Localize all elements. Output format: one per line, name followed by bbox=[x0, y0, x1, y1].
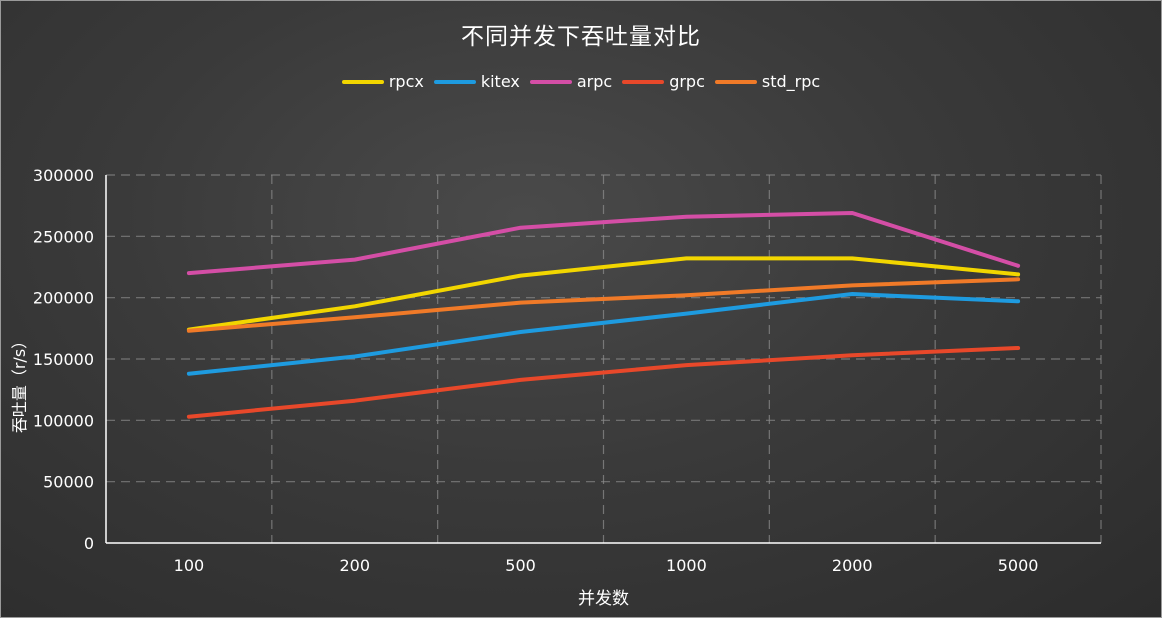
chart-frame: 不同并发下吞吐量对比 rpcx kitex arpc grpc std_rpc 0 500… bbox=[0, 0, 1162, 618]
y-tick-label: 300000 bbox=[33, 166, 94, 185]
plot-area: 0 50000 100000 150000 200000 250000 300000 100… bbox=[1, 1, 1161, 617]
grid-lines bbox=[106, 175, 1101, 543]
x-tick-label: 2000 bbox=[832, 556, 873, 575]
y-axis-title: 吞吐量（r/s） bbox=[6, 313, 30, 453]
x-tick-label: 1000 bbox=[666, 556, 707, 575]
y-tick-label: 50000 bbox=[43, 473, 94, 492]
y-tick-label: 200000 bbox=[33, 289, 94, 308]
y-tick-labels: 0 50000 100000 150000 200000 250000 300000 bbox=[33, 166, 94, 553]
x-tick-label: 5000 bbox=[998, 556, 1039, 575]
x-tick-label: 500 bbox=[505, 556, 536, 575]
y-tick-label: 0 bbox=[84, 534, 94, 553]
x-tick-label: 200 bbox=[339, 556, 370, 575]
y-tick-label: 100000 bbox=[33, 411, 94, 430]
x-tick-label: 100 bbox=[174, 556, 205, 575]
x-tick-labels: 100 200 500 1000 2000 5000 bbox=[174, 556, 1039, 575]
y-tick-label: 250000 bbox=[33, 227, 94, 246]
y-tick-label: 150000 bbox=[33, 350, 94, 369]
x-axis-title: 并发数 bbox=[1, 584, 1162, 609]
